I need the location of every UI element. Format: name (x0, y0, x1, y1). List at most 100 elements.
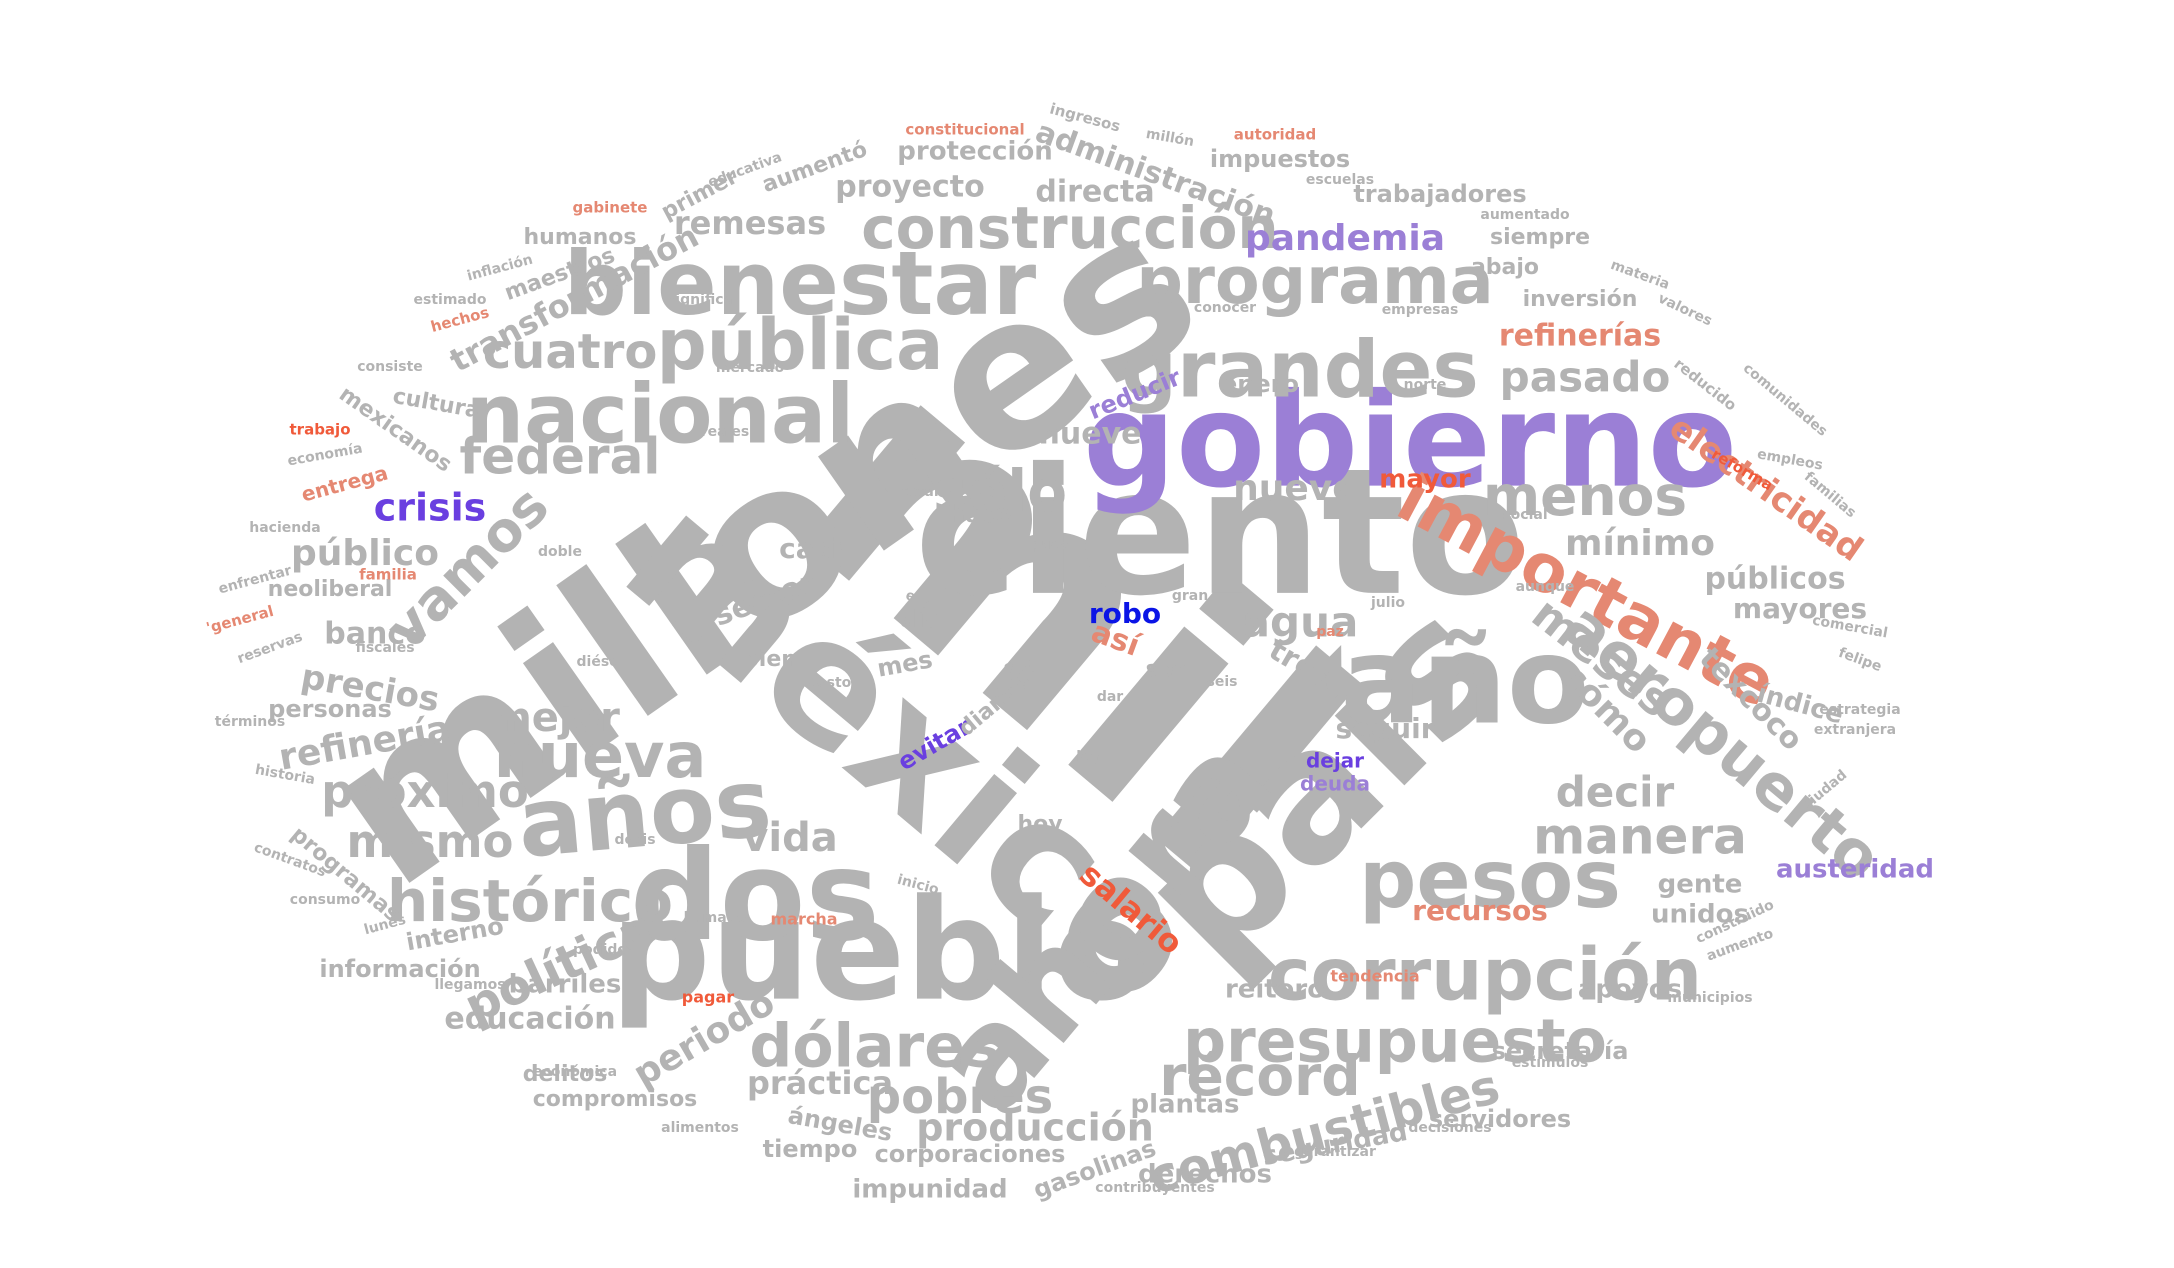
word-seguir: seguir (1335, 712, 1434, 745)
word-programa: programa (1136, 244, 1493, 319)
word-día: día (899, 605, 941, 633)
word-proyecto: proyecto (835, 170, 985, 205)
word-recursos: recursos (1412, 894, 1548, 927)
word-nueve: nueve (1039, 417, 1142, 452)
word-llamado: llamado (684, 910, 747, 926)
word-años: años (513, 748, 775, 880)
word-escuelas: escuelas (1306, 172, 1374, 188)
word-ello: ello (904, 588, 935, 609)
word-siempre: siempre (1490, 225, 1590, 250)
word-pagar: pagar (682, 988, 735, 1007)
word-estimado: estimado (414, 292, 487, 308)
word-compromisos: compromisos (533, 1087, 698, 1112)
word-mejor: mejor (490, 695, 620, 741)
word-mismo: mismo (347, 815, 514, 868)
word-sólo: sólo (933, 457, 1067, 525)
word-corporaciones: corporaciones (875, 1140, 1066, 1168)
word-directa: directa (1035, 175, 1154, 210)
word-hacienda: hacienda (249, 520, 320, 536)
word-menos: menos (1483, 464, 1687, 528)
word-reales: reales (701, 424, 749, 440)
word-seis: seis (1207, 674, 1238, 690)
word-producción: producción (916, 1106, 1154, 1150)
word-dos: dos (630, 824, 880, 969)
word-estrategia: estrategia (1819, 702, 1900, 718)
word-alimentos: alimentos (661, 1120, 739, 1136)
word-general: 'general (204, 602, 275, 637)
word-trabajo: trabajo (290, 421, 351, 439)
word-nacional: nacional (466, 367, 855, 462)
word-gabinete: gabinete (573, 199, 648, 217)
word-mayor: mayor (1379, 465, 1471, 495)
word-año: año (1341, 613, 1590, 752)
word-pandemia: pandemia (1245, 218, 1445, 259)
word-dosis: dosis (614, 832, 655, 848)
word-trabajadores: trabajadores (1353, 180, 1526, 208)
word-próximo: próximo (321, 765, 529, 818)
word-mínimo: mínimo (1565, 523, 1715, 564)
word-pesos: pesos (1359, 833, 1621, 926)
word-pueblo: pueblo (610, 870, 1149, 1033)
word-histórico: histórico (387, 867, 673, 935)
word-costo: costo (809, 675, 852, 691)
word-protección: protección (897, 137, 1052, 167)
word-aumentado: aumentado (1480, 207, 1570, 223)
word-autoridad: autoridad (1234, 126, 1316, 144)
word-consiste: consiste (357, 359, 423, 375)
word-pública: pública (657, 304, 944, 386)
word-práctica: práctica (747, 1064, 893, 1102)
word-empresas: empresas (1382, 302, 1459, 318)
word-julio: julio (1370, 595, 1405, 611)
word-apoyos: apoyos (1578, 975, 1682, 1005)
word-nueva: nueva (494, 719, 707, 792)
word-derechos: derechos (1138, 1160, 1272, 1190)
word-personas: personas (268, 695, 392, 723)
word-remesas: remesas (674, 204, 826, 242)
word-económica: económica (533, 1064, 617, 1080)
word-educación: educación (444, 1002, 615, 1037)
word-economía: economía (286, 441, 363, 470)
word-impuestos: impuestos (1210, 145, 1350, 173)
word-marcha: marcha (770, 910, 837, 929)
word-construcción: construcción (861, 194, 1278, 262)
word-reservas: reservas (235, 629, 304, 667)
word-valores: valores (1655, 291, 1714, 330)
word-aunque: aunque (1516, 579, 1575, 595)
word-social: social (1502, 507, 1547, 523)
word-felipe: felipe (1836, 645, 1883, 675)
word-norte: norte (1404, 377, 1447, 393)
word-públicos: públicos (1704, 562, 1845, 597)
word-abajo: abajo (1471, 255, 1539, 280)
word-agua: agua (1242, 598, 1359, 647)
word-ciento: ciento (915, 432, 1526, 635)
word-servidores: servidores (1429, 1105, 1571, 1133)
word-mayores: mayores (1733, 592, 1867, 625)
word-nuevo: nuevo (1233, 468, 1357, 509)
word-constitucional: constitucional (905, 121, 1024, 139)
word-estímulos: estímulos (1512, 1055, 1589, 1071)
word-inversión: inversión (1523, 287, 1638, 312)
word-reitero: reitero (1225, 975, 1325, 1005)
word-impunidad: impunidad (852, 1175, 1007, 1205)
word-dejar: dejar (1306, 749, 1364, 773)
word-mercado: mercado (716, 360, 785, 376)
word-público: público (291, 533, 439, 574)
word-refinerías: refinerías (1499, 319, 1661, 354)
word-austeridad: austeridad (1776, 855, 1934, 885)
word-paz: paz (1316, 624, 1344, 640)
word-fiscales: fiscales (355, 640, 414, 656)
word-contribuyentes: contribuyentes (1095, 1180, 1214, 1196)
word-comunidades: comunidades (1740, 360, 1830, 439)
word-gobierno: gobierno (1083, 365, 1737, 517)
word-hace: hace (948, 500, 1012, 528)
word-banco: banco (324, 617, 425, 652)
word-decisiones: decisiones (1408, 1120, 1491, 1136)
word-significa: significa (667, 292, 733, 308)
word-gente: gente (1658, 870, 1743, 900)
word-hoy: hoy (1017, 812, 1062, 837)
word-decir: decir (1556, 768, 1675, 817)
word-cuatro: cuatro (483, 324, 658, 380)
word-pasado: pasado (1500, 353, 1671, 402)
word-pobres: pobres (867, 1069, 1054, 1125)
word-neoliberal: neoliberal (268, 577, 393, 602)
